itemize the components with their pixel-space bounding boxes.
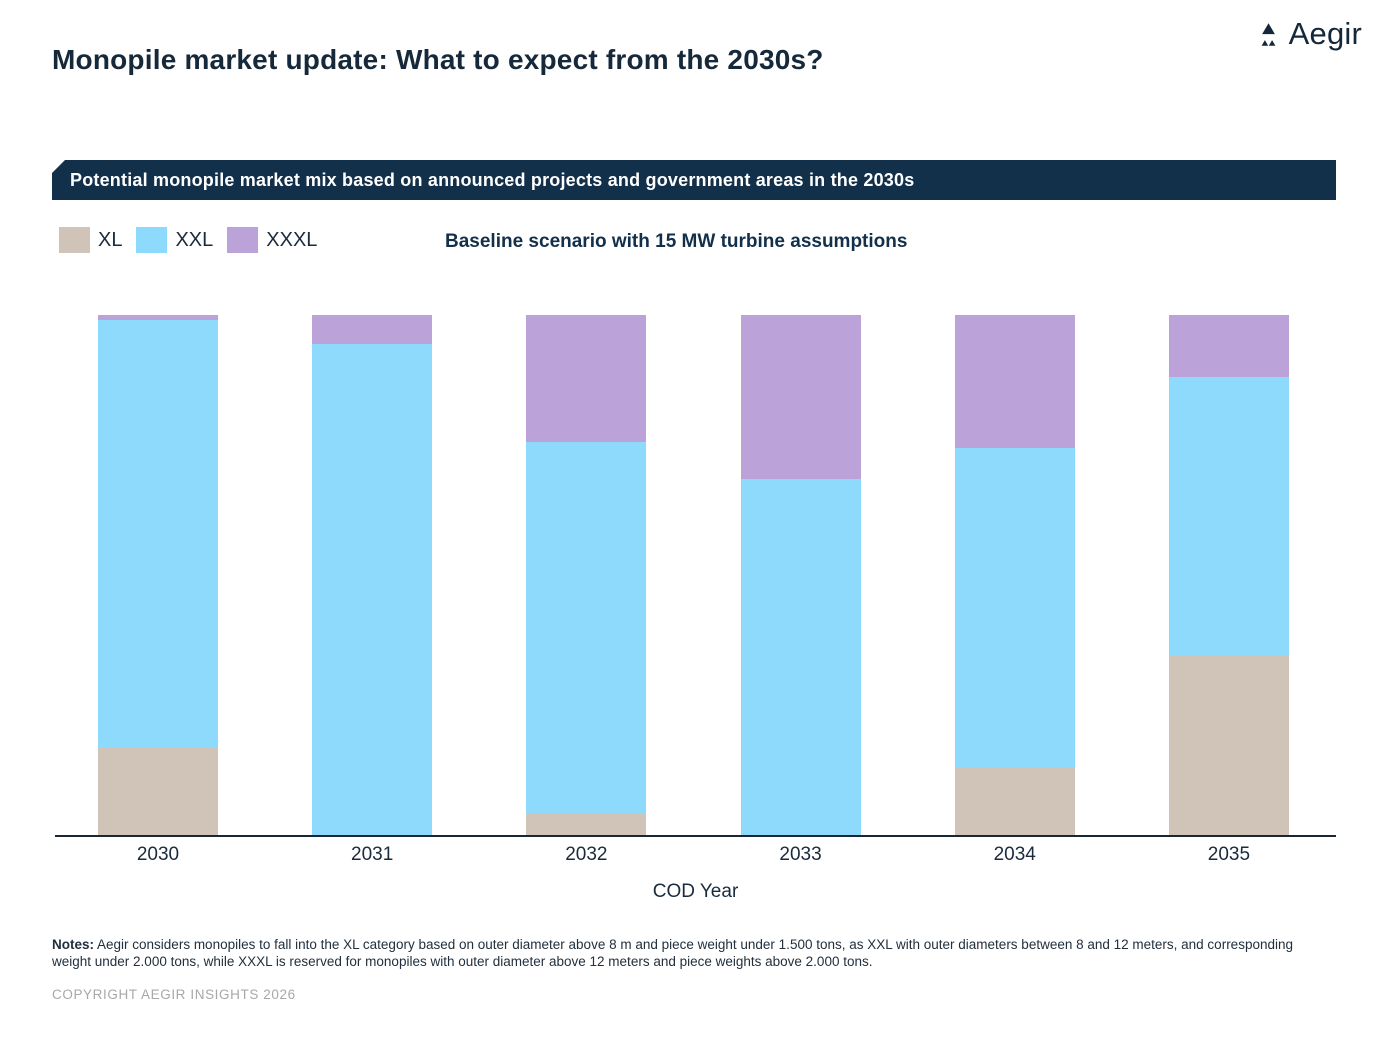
notes: Notes: Aegir considers monopiles to fall… [52,936,1302,970]
bar-2035 [1168,315,1289,835]
x-tick-2035: 2035 [1207,844,1251,865]
bar-segment-xxxl-2034 [954,315,1075,448]
notes-text: Aegir considers monopiles to fall into t… [52,937,1293,969]
legend-label-xxxl: XXXL [266,228,318,251]
x-axis-tick-labels: 2030 2031 2032 2033 2034 2035 [55,844,1336,866]
bar-segment-xxxl-2033 [740,315,861,479]
aegir-logo: Aegir [1255,16,1362,52]
legend-label-xxl: XXL [175,228,214,251]
bar-segment-xl-2032 [526,814,647,835]
legend-item-xxl: XXL [136,227,213,253]
bar-segment-xxl-2032 [526,442,647,815]
bar-segment-xxxl-2032 [526,315,647,443]
bar-segment-xxl-2030 [98,320,218,747]
legend-swatch-xl [59,227,90,253]
bar-segment-xl-2030 [98,746,218,835]
bar-segment-xxl-2031 [312,343,433,835]
legend-swatch-xxl [136,227,168,253]
bar-segment-xxl-2035 [1168,377,1289,656]
x-tick-2031: 2031 [351,844,394,865]
bar-segment-xxxl-2030 [98,315,218,321]
bar-segment-xl-2034 [954,767,1075,835]
bar-segment-xxxl-2031 [312,315,433,344]
x-tick-2034: 2034 [993,844,1036,865]
bar-2034 [954,315,1075,835]
bar-2032 [526,315,647,835]
bar-2030 [98,315,218,835]
notes-label: Notes: [52,937,95,952]
chart-legend: XL XXL XXXL [59,227,317,253]
legend-label-xl: XL [98,228,123,251]
legend-item-xxxl: XXXL [227,227,317,253]
bar-2031 [312,315,433,835]
aegir-logo-text: Aegir [1288,16,1362,51]
x-tick-2030: 2030 [136,844,180,865]
section-banner: Potential monopile market mix based on a… [52,160,1336,200]
bar-segment-xxl-2034 [954,447,1075,768]
bar-segment-xl-2035 [1168,655,1289,835]
x-axis-title: COD Year [652,881,739,902]
bar-2033 [740,315,861,835]
aegir-triangle-icon [1261,22,1276,46]
bar-segment-xxxl-2035 [1168,315,1289,378]
legend-item-xl: XL [59,227,122,253]
page-title: Monopile market update: What to expect f… [52,44,824,75]
x-tick-2033: 2033 [779,844,822,865]
legend-swatch-xxxl [227,227,259,253]
chart-subtitle: Baseline scenario with 15 MW turbine ass… [445,231,908,252]
copyright: COPYRIGHT AEGIR INSIGHTS 2026 [52,987,296,1002]
bar-segment-xxl-2033 [740,478,861,835]
section-banner-text: Potential monopile market mix based on a… [70,169,915,190]
stacked-bar-plot-area [55,315,1336,837]
x-tick-2032: 2032 [565,844,608,865]
